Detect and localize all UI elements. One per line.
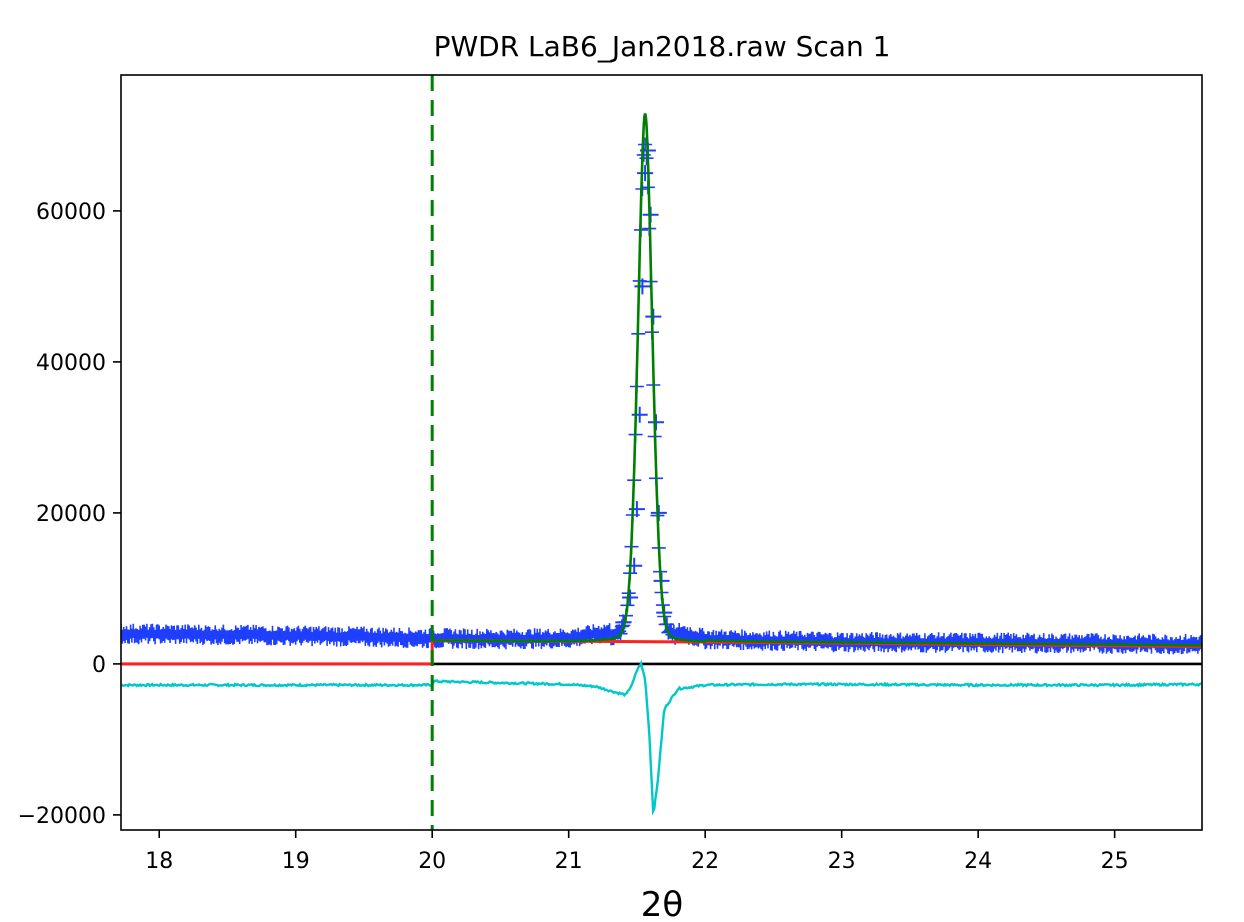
- observed-peak-point: [634, 278, 651, 295]
- plot-clip-group: [121, 75, 1202, 830]
- x-tick-label: 21: [555, 849, 583, 874]
- observed-peak-point: [631, 406, 648, 423]
- x-tick-label: 22: [691, 849, 719, 874]
- chart-title: PWDR LaB6_Jan2018.raw Scan 1: [434, 30, 891, 63]
- x-axis-label: 2θ: [641, 885, 683, 922]
- x-tick-label: 20: [418, 849, 446, 874]
- x-tick-label: 23: [828, 849, 856, 874]
- observed-peak-point: [626, 557, 643, 574]
- x-tick-label: 25: [1101, 849, 1129, 874]
- observed-point: [638, 137, 653, 152]
- y-tick-label: 60000: [36, 200, 106, 225]
- axes-frame: [120, 74, 1203, 831]
- x-tick-label: 19: [282, 849, 310, 874]
- plot-area: [121, 75, 1202, 830]
- y-tick-label: 0: [92, 653, 106, 678]
- calculated-curve: [432, 113, 1202, 647]
- observed-point: [1192, 636, 1202, 651]
- observed-peak-point: [637, 165, 654, 182]
- observed-point: [602, 623, 617, 638]
- observed-peak-point: [622, 589, 639, 606]
- y-tick-label: 40000: [36, 351, 106, 376]
- y-tick-label: −20000: [18, 804, 106, 829]
- y-tick-label: 20000: [36, 502, 106, 527]
- axes: 18 19 20 21 22 23 24 25 −20000 0 20000 40000 60000: [18, 74, 1203, 874]
- difference-curve: [121, 659, 1202, 816]
- x-tick-label: 18: [145, 849, 173, 874]
- x-tick-label: 24: [964, 849, 992, 874]
